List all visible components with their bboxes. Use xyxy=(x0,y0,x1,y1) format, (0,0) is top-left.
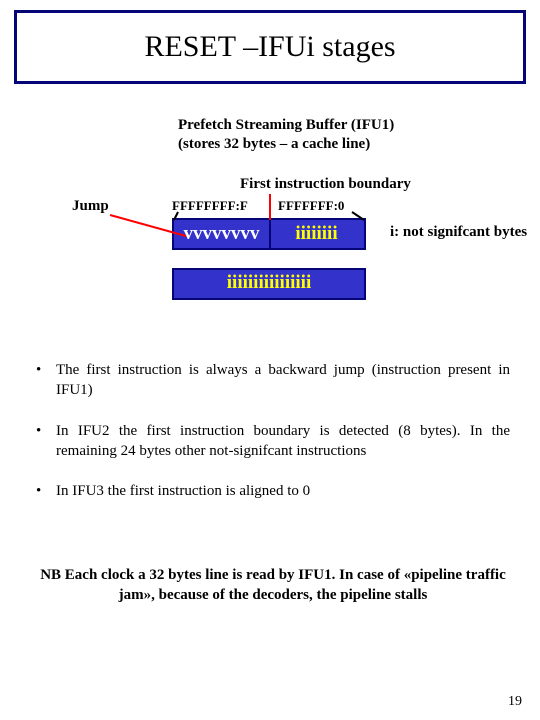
diagram-area: Prefetch Streaming Buffer (IFU1) (stores… xyxy=(0,116,540,376)
label-first-instruction: First instruction boundary xyxy=(240,176,411,193)
bullet-item: •In IFU3 the first instruction is aligne… xyxy=(36,481,510,501)
label-jump: Jump xyxy=(72,198,109,215)
box1-left: vvvvvvvv xyxy=(174,220,269,248)
legend-i: i: not signifcant bytes xyxy=(390,224,527,241)
byte-box-row2: iiiiiiiiiiiiiiii xyxy=(172,268,366,300)
bullet-text: In IFU2 the first instruction boundary i… xyxy=(56,421,510,462)
bullet-dot: • xyxy=(36,360,56,401)
box1-right: iiiiiiii xyxy=(269,220,364,248)
nb-note: NB Each clock a 32 bytes line is read by… xyxy=(36,565,510,606)
page-number: 19 xyxy=(508,694,522,710)
addr-left: FFFFFFFF:F xyxy=(172,198,248,214)
bullet-item: •The first instruction is always a backw… xyxy=(36,360,510,401)
bullet-text: The first instruction is always a backwa… xyxy=(56,360,510,401)
bullet-dot: • xyxy=(36,481,56,501)
bullet-list: •The first instruction is always a backw… xyxy=(36,360,510,521)
byte-box-row1: vvvvvvvv iiiiiiii xyxy=(172,218,366,250)
bullet-item: •In IFU2 the first instruction boundary … xyxy=(36,421,510,462)
box2-text: iiiiiiiiiiiiiiii xyxy=(227,272,311,294)
addr-right: FFFFFFF:0 xyxy=(278,198,344,214)
slide-title: RESET –IFUi stages xyxy=(144,30,395,64)
bullet-dot: • xyxy=(36,421,56,462)
label-prefetch: Prefetch Streaming Buffer (IFU1) (stores… xyxy=(178,116,418,154)
bullet-text: In IFU3 the first instruction is aligned… xyxy=(56,481,510,501)
slide-title-bar: RESET –IFUi stages xyxy=(14,10,526,84)
